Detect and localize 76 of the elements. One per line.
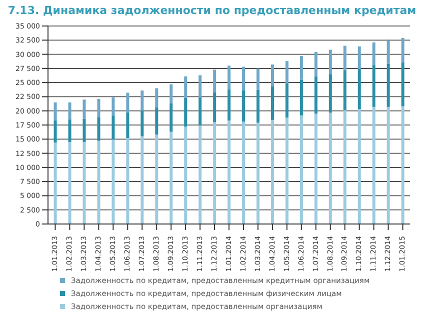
bar [300,80,303,116]
bar [242,66,246,90]
bar [285,61,288,84]
bar [300,56,303,80]
bar [300,115,303,224]
bar [386,64,390,107]
bar [198,75,202,98]
bar [328,112,332,224]
bar [358,109,361,224]
bar [126,138,130,224]
bar [54,142,57,224]
bar [328,74,332,113]
bar [97,98,100,118]
bar [68,102,72,120]
bar [358,46,361,69]
bar [242,90,246,122]
bar [170,132,173,224]
bar [184,98,188,127]
bar [68,142,72,224]
bar [401,38,404,62]
bar [112,115,115,140]
bar [314,52,318,76]
bar [82,142,86,224]
bar [228,89,231,120]
bar [285,118,288,224]
bar [270,64,274,87]
bar [285,83,288,118]
bar [358,68,361,110]
bar [198,126,202,224]
bar [140,110,144,136]
bar [256,68,260,90]
bar [126,112,130,138]
bar [314,76,318,114]
bar [198,97,202,126]
bar [184,126,188,224]
bar [328,50,332,74]
bar [126,92,130,113]
bar [97,140,100,224]
bar [228,66,231,90]
bar [170,104,173,132]
bar [155,107,158,135]
bar [213,122,216,224]
bar [343,46,346,70]
bar [184,76,188,98]
bar [270,120,274,224]
bar [270,86,274,120]
bar [213,70,216,92]
bar [314,114,318,224]
bar [401,106,404,224]
bar [228,120,231,224]
bar [343,110,346,224]
bar [386,106,390,224]
bar [140,136,144,224]
bar [112,140,115,224]
bar [372,106,376,224]
bar [54,102,57,120]
bar [372,65,376,107]
bar [140,90,144,110]
bar [112,97,115,116]
bar [401,62,404,106]
bar [82,100,86,119]
chart-title: 7.13. Динамика задолженности по предоставленным кредитам [6,3,418,19]
bar [213,92,216,122]
bar [242,122,246,224]
bar [68,119,72,142]
bar [256,122,260,224]
bar [54,120,57,143]
bar [343,70,346,110]
bar [82,118,86,142]
bar [155,134,158,224]
bar [386,40,390,64]
bar [372,42,376,66]
bar [97,117,100,141]
bar [170,84,173,104]
bar [155,88,158,108]
bar [256,90,260,123]
